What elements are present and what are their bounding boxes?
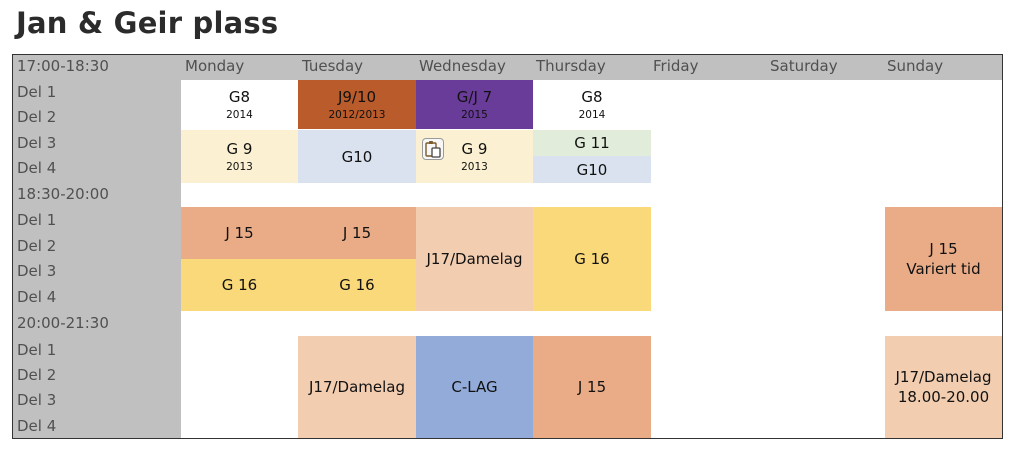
slot-tuesday-j17: J17/Damelag xyxy=(298,336,416,438)
team-label: G/J 7 xyxy=(456,87,493,106)
row-label: Del 4 xyxy=(17,159,57,177)
slot-tuesday-j15: J 15 xyxy=(298,207,416,259)
year-label: 2013 xyxy=(461,160,488,173)
schedule-grid: 17:00-18:30 Monday Tuesday Wednesday Thu… xyxy=(12,54,1003,439)
day-wednesday: Wednesday xyxy=(419,57,506,75)
slot-sunday-j17: J17/Damelag 18.00-20.00 xyxy=(885,336,1002,438)
slot-thursday-g11: G 11 xyxy=(533,130,651,156)
team-label: G 16 xyxy=(221,276,258,294)
team-label: G 16 xyxy=(339,276,375,294)
row-label: 20:00-21:30 xyxy=(17,314,109,332)
row-label: Del 4 xyxy=(17,417,57,435)
day-thursday: Thursday xyxy=(536,57,606,75)
year-label: 2014 xyxy=(578,108,606,121)
year-label: 2014 xyxy=(226,108,253,121)
slot-monday-g8: G8 2014 xyxy=(181,80,298,129)
header-band xyxy=(181,55,1002,80)
year-label: 2013 xyxy=(226,160,253,173)
row-label: Del 3 xyxy=(17,134,57,152)
team-label: J 15 xyxy=(342,224,372,242)
slot-monday-j15: J 15 xyxy=(181,207,298,259)
row-label: Del 3 xyxy=(17,262,57,280)
slot-tuesday-g10: G10 xyxy=(298,130,416,183)
row-label: Del 2 xyxy=(17,237,57,255)
slot-monday-g16: G 16 xyxy=(181,259,298,311)
team-label: G8 xyxy=(228,87,251,106)
team-label: J 15 xyxy=(929,240,958,258)
row-label: Del 2 xyxy=(17,366,57,384)
row-label: Del 1 xyxy=(17,83,57,101)
time-column xyxy=(13,55,181,438)
day-friday: Friday xyxy=(653,57,699,75)
team-label: G10 xyxy=(341,147,373,166)
day-sunday: Sunday xyxy=(887,57,944,75)
slot-wednesday-clag: C-LAG xyxy=(416,336,533,438)
slot-tuesday-g16: G 16 xyxy=(298,259,416,311)
row-label: Del 1 xyxy=(17,341,57,359)
clipboard-paste-glyph xyxy=(425,141,441,158)
slot-wednesday-gj7: G/J 7 2015 xyxy=(416,80,533,129)
team-label: J17/Damelag xyxy=(426,250,523,268)
clipboard-paste-icon[interactable] xyxy=(422,138,444,160)
slot-tuesday-j910: J9/10 2012/2013 xyxy=(298,80,416,129)
team-label: J 15 xyxy=(577,378,607,396)
header-time: 17:00-18:30 xyxy=(17,57,109,75)
note-label: Variert tid xyxy=(906,260,981,278)
slot-wednesday-j17: J17/Damelag xyxy=(416,207,533,311)
page-title: Jan & Geir plass xyxy=(16,6,279,40)
year-label: 2015 xyxy=(461,108,488,121)
slot-thursday-g8: G8 2014 xyxy=(533,80,651,129)
note-label: 18.00-20.00 xyxy=(897,388,990,406)
team-label: G 11 xyxy=(574,134,610,152)
slot-thursday-j15: J 15 xyxy=(533,336,651,438)
team-label: G 9 xyxy=(226,139,253,158)
row-label: Del 1 xyxy=(17,211,57,229)
team-label: J17/Damelag xyxy=(308,378,406,396)
team-label: G10 xyxy=(576,160,608,179)
slot-wednesday-g9: G 9 2013 xyxy=(416,130,533,183)
team-label: C-LAG xyxy=(451,378,498,396)
row-label: Del 4 xyxy=(17,288,57,306)
team-label: G 9 xyxy=(461,139,488,158)
row-label: Del 2 xyxy=(17,108,57,126)
team-label: G 16 xyxy=(574,250,610,268)
slot-thursday-g16: G 16 xyxy=(533,207,651,311)
team-label: J17/Damelag xyxy=(895,368,992,386)
year-label: 2012/2013 xyxy=(328,108,386,121)
team-label: G8 xyxy=(581,87,603,106)
slot-monday-g9: G 9 2013 xyxy=(181,130,298,183)
day-monday: Monday xyxy=(185,57,245,75)
slot-thursday-g10: G10 xyxy=(533,156,651,183)
team-label: J9/10 xyxy=(337,87,377,106)
team-label: J 15 xyxy=(225,224,254,242)
slot-sunday-j15: J 15 Variert tid xyxy=(885,207,1002,311)
row-label: 18:30-20:00 xyxy=(17,185,109,203)
row-label: Del 3 xyxy=(17,391,57,409)
day-saturday: Saturday xyxy=(770,57,838,75)
day-tuesday: Tuesday xyxy=(302,57,364,75)
